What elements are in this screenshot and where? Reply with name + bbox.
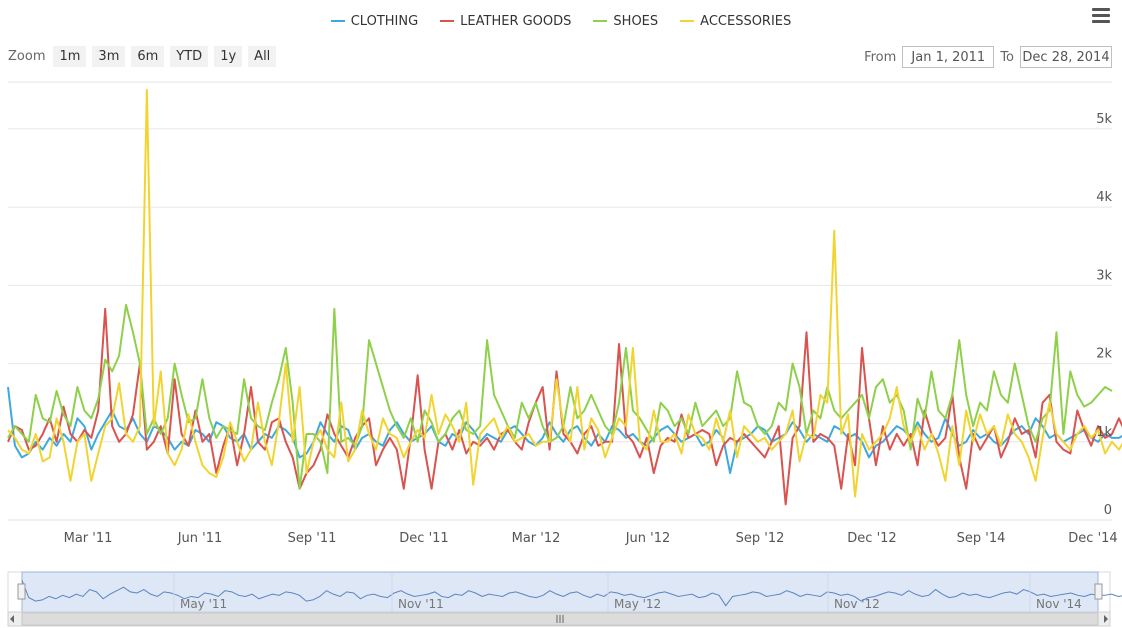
zoom-button-all[interactable]: All [248,46,277,67]
navigator-tick-label: Nov '12 [834,597,880,611]
legend-swatch-leather-goods [440,20,455,22]
y-tick-label: 5k [1096,112,1112,127]
legend-swatch-clothing [330,20,345,22]
legend-item-shoes[interactable]: SHOES [593,14,658,29]
to-label: To [1000,49,1014,65]
zoom-button-1m[interactable]: 1m [53,46,87,67]
navigator-labels: May '11 Nov '11 May '12 Nov '12 Nov '14 [173,572,1082,612]
range-selector: Zoom 1m 3m 6m YTD 1y All [8,46,277,67]
navigator[interactable]: May '11 Nov '11 May '12 Nov '12 Nov '14 [7,571,1122,627]
y-tick-label: 3k [1096,268,1112,283]
legend-swatch-shoes [593,20,608,22]
series-line-leather-goods[interactable] [7,307,1122,506]
scroll-right-arrow-icon[interactable] [1104,615,1108,623]
x-tick-label: Dec '14 [1068,531,1117,546]
x-tick-label: Sep '12 [736,531,785,546]
from-label: From [864,49,897,65]
x-tick-label: Sep '11 [288,531,337,546]
y-tick-label: 0 [1104,503,1112,518]
x-tick-label: Mar '11 [64,531,113,546]
navigator-selection[interactable] [21,571,1099,613]
legend-item-accessories[interactable]: ACCESSORIES [680,14,791,29]
navigator-tick-label: May '11 [180,597,227,611]
from-date-input[interactable] [902,46,995,68]
legend-label-accessories: ACCESSORIES [700,13,792,29]
navigator-series-line [21,580,1122,607]
legend-item-leather-goods[interactable]: LEATHER GOODS [440,14,571,29]
scroll-left-arrow-icon[interactable] [10,615,14,623]
x-tick-label: Dec '12 [847,531,896,546]
x-tick-label: Jun '12 [625,531,671,546]
y-tick-label: 4k [1096,190,1112,205]
legend-label-clothing: CLOTHING [350,13,419,29]
x-tick-label: Dec '11 [399,531,448,546]
y-tick-label: 2k [1096,347,1112,362]
grid-lines [8,81,1112,521]
series-line-shoes[interactable] [7,303,1113,490]
legend-item-clothing[interactable]: CLOTHING [330,13,419,29]
series-line-accessories[interactable] [7,88,1122,498]
scrollbar-grip-icon[interactable] [556,615,564,623]
navigator-tick-label: Nov '14 [1036,597,1082,611]
x-tick-label: Mar '12 [512,531,561,546]
to-date-input[interactable] [1020,46,1112,68]
y-tick-label: 1k [1096,425,1112,440]
x-axis: Mar '11 Jun '11 Sep '11 Dec '11 Mar '12 Jun '… [64,531,1118,546]
zoom-button-1y[interactable]: 1y [214,46,243,67]
x-tick-label: Jun '11 [177,531,223,546]
hamburger-menu-icon[interactable] [1092,8,1110,24]
zoom-label: Zoom [8,49,46,64]
legend: CLOTHING LEATHER GOODS SHOES ACCESSORIES [0,8,1122,34]
navigator-tick-label: May '12 [614,597,661,611]
zoom-button-6m[interactable]: 6m [131,46,165,67]
navigator-right-handle[interactable] [1094,583,1103,600]
date-range: From To [864,46,1112,68]
x-tick-label: Sep '14 [957,531,1006,546]
legend-label-shoes: SHOES [613,13,659,29]
series-lines [7,88,1122,506]
navigator-tick-label: Nov '11 [398,597,444,611]
legend-swatch-accessories [680,20,695,22]
navigator-left-handle[interactable] [17,583,26,600]
zoom-button-ytd[interactable]: YTD [170,46,209,67]
zoom-button-3m[interactable]: 3m [92,46,126,67]
y-axis: 0 1k 2k 3k 4k 5k [1096,112,1112,518]
legend-label-leather-goods: LEATHER GOODS [460,13,572,29]
